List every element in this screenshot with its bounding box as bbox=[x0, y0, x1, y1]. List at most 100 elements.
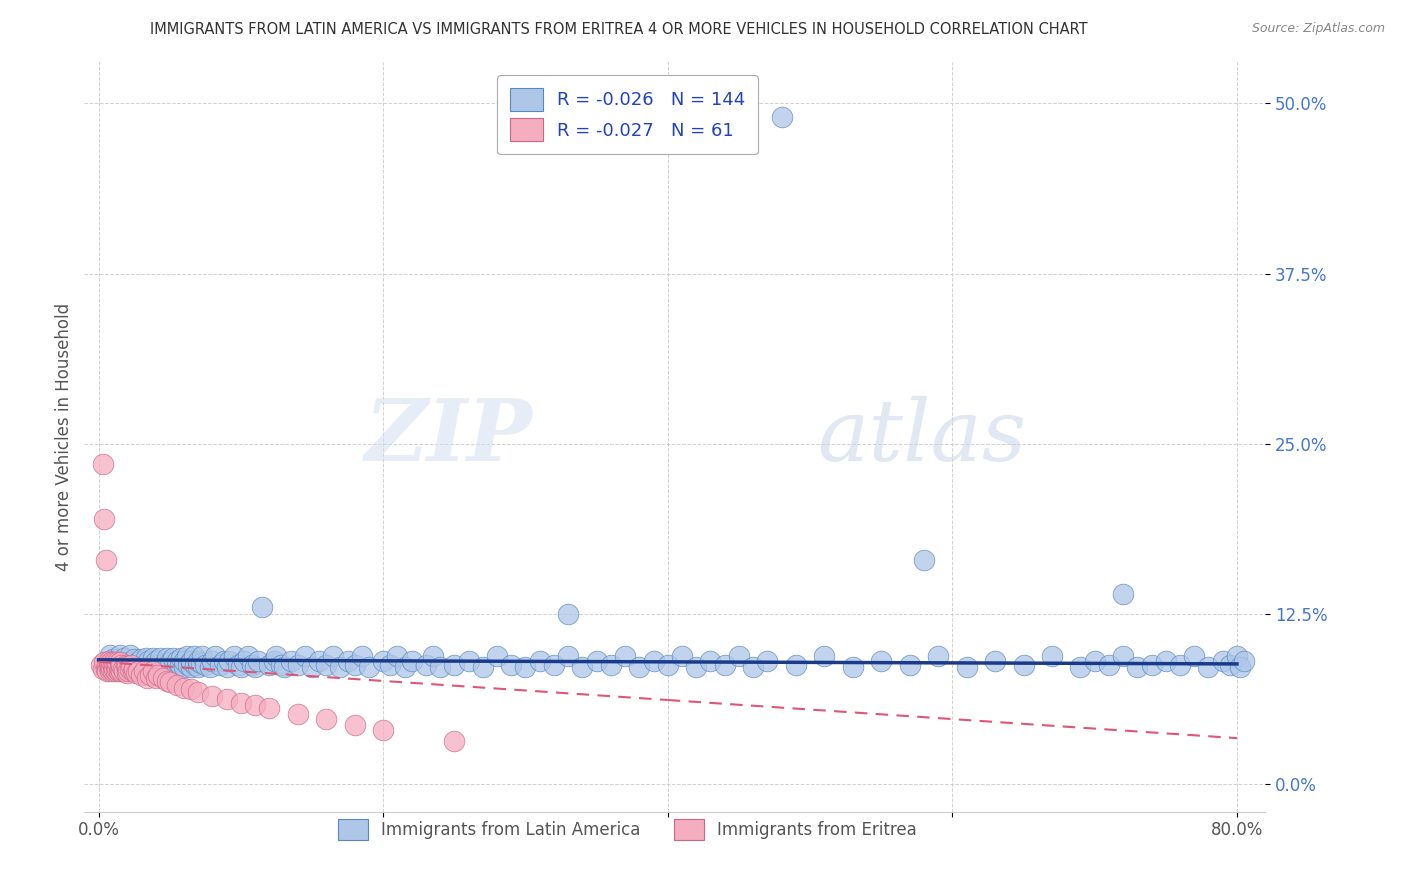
Point bbox=[159, 655, 181, 669]
Point bbox=[1140, 657, 1163, 672]
Point bbox=[91, 662, 114, 676]
Point bbox=[187, 653, 209, 667]
Point bbox=[159, 675, 181, 690]
Point bbox=[557, 649, 579, 664]
Point bbox=[270, 657, 292, 672]
Point bbox=[122, 657, 145, 672]
Point bbox=[134, 665, 156, 679]
Point bbox=[180, 653, 202, 667]
Point bbox=[100, 662, 122, 676]
Point bbox=[145, 660, 167, 674]
Point bbox=[98, 648, 121, 662]
Point bbox=[105, 655, 128, 669]
Point bbox=[129, 652, 152, 666]
Point bbox=[387, 649, 409, 664]
Point bbox=[121, 665, 143, 679]
Point bbox=[173, 681, 195, 695]
Point bbox=[108, 655, 131, 669]
Point bbox=[101, 657, 124, 672]
Point bbox=[336, 653, 359, 667]
Point bbox=[742, 660, 765, 674]
Point bbox=[785, 657, 807, 672]
Point bbox=[1040, 649, 1063, 664]
Point bbox=[94, 655, 117, 669]
Point bbox=[187, 685, 209, 699]
Point bbox=[212, 653, 235, 667]
Point bbox=[1112, 587, 1135, 601]
Point bbox=[728, 649, 751, 664]
Point bbox=[156, 673, 179, 688]
Point bbox=[232, 653, 254, 667]
Point bbox=[226, 657, 249, 672]
Point bbox=[111, 662, 134, 676]
Point bbox=[118, 648, 141, 662]
Point bbox=[266, 649, 288, 664]
Point bbox=[501, 657, 523, 672]
Point bbox=[671, 649, 693, 664]
Point bbox=[136, 671, 159, 685]
Point bbox=[187, 660, 209, 674]
Point bbox=[148, 668, 170, 682]
Point bbox=[191, 649, 214, 664]
Point bbox=[1126, 660, 1149, 674]
Point bbox=[585, 653, 607, 667]
Point bbox=[104, 657, 127, 672]
Point bbox=[301, 660, 323, 674]
Point bbox=[557, 607, 579, 622]
Point bbox=[1084, 653, 1107, 667]
Point bbox=[287, 657, 309, 672]
Point bbox=[94, 662, 117, 676]
Point bbox=[108, 655, 131, 669]
Point bbox=[127, 665, 149, 679]
Point bbox=[201, 653, 224, 667]
Point bbox=[543, 657, 565, 672]
Point bbox=[145, 671, 167, 685]
Point bbox=[129, 659, 152, 673]
Point bbox=[394, 660, 416, 674]
Y-axis label: 4 or more Vehicles in Household: 4 or more Vehicles in Household bbox=[55, 303, 73, 571]
Point bbox=[984, 653, 1007, 667]
Point bbox=[124, 665, 146, 680]
Point bbox=[184, 657, 207, 672]
Point bbox=[443, 734, 465, 748]
Point bbox=[107, 665, 129, 679]
Point bbox=[329, 660, 352, 674]
Point bbox=[141, 657, 163, 672]
Point bbox=[599, 657, 621, 672]
Point bbox=[135, 650, 157, 665]
Point bbox=[190, 657, 212, 671]
Point bbox=[97, 660, 120, 674]
Point bbox=[471, 660, 494, 674]
Point bbox=[713, 657, 735, 672]
Point bbox=[138, 653, 160, 667]
Point bbox=[201, 689, 224, 703]
Point bbox=[96, 665, 118, 679]
Point bbox=[169, 657, 191, 672]
Point bbox=[215, 660, 238, 674]
Point bbox=[176, 649, 198, 664]
Point bbox=[657, 657, 679, 672]
Text: IMMIGRANTS FROM LATIN AMERICA VS IMMIGRANTS FROM ERITREA 4 OR MORE VEHICLES IN H: IMMIGRANTS FROM LATIN AMERICA VS IMMIGRA… bbox=[150, 22, 1087, 37]
Point bbox=[93, 512, 115, 526]
Point bbox=[115, 659, 138, 673]
Point bbox=[927, 649, 949, 664]
Point bbox=[194, 657, 217, 672]
Point bbox=[229, 696, 252, 710]
Point bbox=[259, 657, 281, 672]
Point bbox=[173, 653, 195, 667]
Point bbox=[148, 657, 170, 672]
Text: Source: ZipAtlas.com: Source: ZipAtlas.com bbox=[1251, 22, 1385, 36]
Point bbox=[1212, 653, 1234, 667]
Point bbox=[115, 665, 138, 680]
Point bbox=[770, 110, 793, 124]
Point bbox=[98, 657, 121, 672]
Point bbox=[101, 665, 124, 679]
Point bbox=[173, 660, 195, 674]
Point bbox=[90, 657, 112, 672]
Point bbox=[1229, 660, 1251, 674]
Point bbox=[628, 660, 651, 674]
Point bbox=[1112, 649, 1135, 664]
Point bbox=[343, 657, 366, 672]
Point bbox=[485, 649, 508, 664]
Point bbox=[204, 649, 226, 664]
